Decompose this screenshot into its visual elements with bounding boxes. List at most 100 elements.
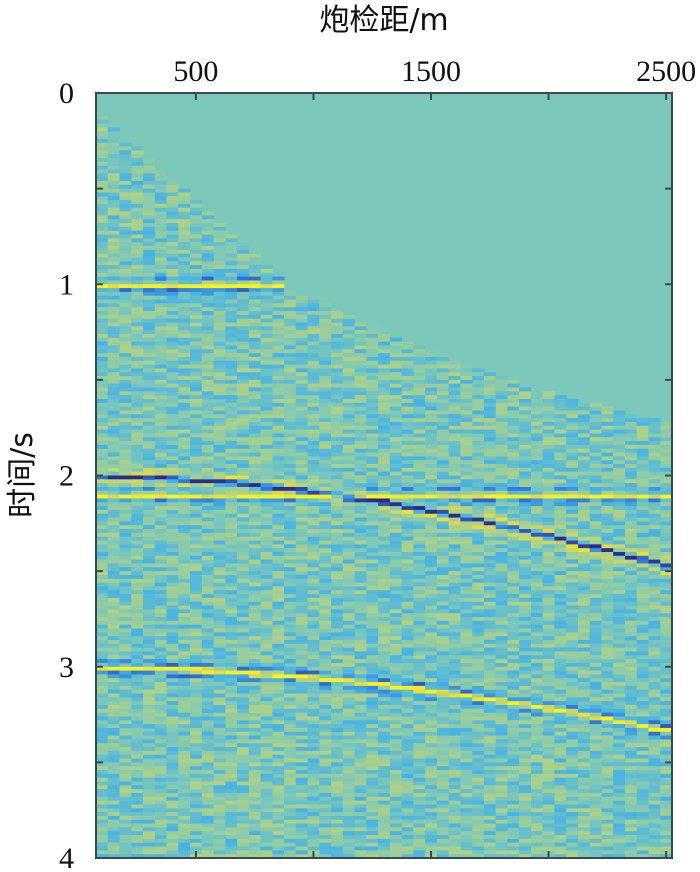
heatmap-cell	[131, 567, 144, 572]
heatmap-cell	[201, 418, 214, 423]
heatmap-cell	[401, 387, 414, 392]
heatmap-cell	[448, 387, 461, 392]
heatmap-cell	[425, 441, 438, 446]
heatmap-cell	[225, 831, 238, 836]
heatmap-cell	[307, 838, 320, 844]
heatmap-cell	[178, 682, 191, 687]
heatmap-cell	[96, 854, 109, 859]
heatmap-cell	[331, 743, 344, 748]
heatmap-cell	[237, 536, 250, 541]
heatmap-cell	[378, 356, 391, 362]
heatmap-cell	[119, 410, 132, 415]
heatmap-cell	[166, 682, 179, 687]
heatmap-cell	[190, 395, 203, 400]
heatmap-cell	[401, 402, 414, 408]
heatmap-cell	[143, 617, 156, 622]
heatmap-cell	[154, 590, 167, 595]
heatmap-cell	[143, 555, 156, 561]
heatmap-cell	[342, 601, 356, 606]
heatmap-cell	[119, 716, 132, 721]
heatmap-cell	[472, 838, 485, 844]
heatmap-cell	[237, 276, 250, 281]
heatmap-cell	[389, 766, 403, 771]
heatmap-cell	[331, 812, 344, 817]
heatmap-cell	[413, 792, 426, 798]
heatmap-cell	[319, 739, 332, 744]
heatmap-cell	[295, 655, 308, 660]
heatmap-cell	[272, 678, 285, 683]
heatmap-cell	[107, 727, 120, 733]
heatmap-cell	[401, 414, 414, 419]
heatmap-cell	[389, 613, 403, 618]
heatmap-cell	[472, 731, 485, 737]
heatmap-cell	[107, 689, 120, 694]
heatmap-cell	[143, 643, 156, 649]
heatmap-cell	[260, 364, 273, 369]
heatmap-cell	[131, 345, 144, 350]
heatmap-cell	[119, 372, 132, 377]
heatmap-cell	[96, 356, 109, 362]
heatmap-cell	[272, 659, 285, 664]
heatmap-cell	[378, 540, 391, 545]
heatmap-cell	[154, 762, 167, 767]
heatmap-cell	[248, 609, 261, 614]
heatmap-cell	[107, 410, 120, 415]
heatmap-cell	[166, 341, 179, 346]
heatmap-cell	[331, 406, 344, 411]
heatmap-cell	[260, 613, 273, 618]
heatmap-cell	[295, 727, 308, 733]
heatmap-cell	[354, 835, 367, 840]
heatmap-cell	[354, 609, 367, 614]
heatmap-cell	[354, 471, 367, 476]
heatmap-cell	[260, 368, 273, 373]
heatmap-cell	[401, 349, 414, 354]
heatmap-cell	[166, 766, 179, 771]
heatmap-cell	[96, 846, 109, 851]
heatmap-cell	[307, 819, 320, 824]
heatmap-cell	[448, 544, 461, 549]
heatmap-cell	[342, 464, 356, 469]
heatmap-cell	[260, 578, 273, 584]
heatmap-cell	[378, 697, 391, 702]
heatmap-cell	[225, 395, 238, 400]
heatmap-cell	[190, 636, 203, 641]
heatmap-cell	[237, 322, 250, 327]
heatmap-cell	[96, 448, 109, 453]
heatmap-cell	[178, 471, 191, 476]
heatmap-cell	[366, 789, 379, 794]
heatmap-cell	[460, 792, 473, 798]
heatmap-cell	[284, 360, 297, 365]
heatmap-cell	[201, 223, 214, 228]
heatmap-cell	[413, 808, 426, 813]
heatmap-cell	[154, 192, 167, 197]
heatmap-cell	[166, 559, 179, 564]
heatmap-cell	[319, 762, 332, 767]
heatmap-cell	[366, 360, 379, 365]
heatmap-cell	[319, 360, 332, 365]
heatmap-cell	[460, 735, 473, 740]
heatmap-cell	[131, 242, 144, 247]
heatmap-cell	[143, 234, 156, 239]
heatmap-cell	[201, 594, 214, 599]
heatmap-cell	[401, 559, 414, 564]
heatmap-cell	[401, 789, 414, 794]
heatmap-cell	[295, 735, 308, 740]
heatmap-cell	[131, 211, 144, 216]
heatmap-cell	[225, 781, 238, 786]
heatmap-cell	[436, 846, 450, 851]
heatmap-cell	[107, 601, 120, 606]
heatmap-cell	[284, 448, 297, 453]
heatmap-cell	[319, 815, 332, 821]
heatmap-cell	[295, 800, 308, 805]
heatmap-cell	[237, 421, 250, 427]
heatmap-cell	[413, 402, 426, 408]
heatmap-cell	[295, 712, 308, 717]
heatmap-cell	[448, 517, 461, 522]
heatmap-cell	[225, 536, 238, 541]
heatmap-cell	[119, 590, 132, 595]
heatmap-cell	[190, 724, 203, 729]
heatmap-cell	[190, 341, 203, 346]
heatmap-cell	[295, 773, 308, 779]
heatmap-cell	[107, 525, 120, 530]
heatmap-cell	[213, 590, 226, 595]
